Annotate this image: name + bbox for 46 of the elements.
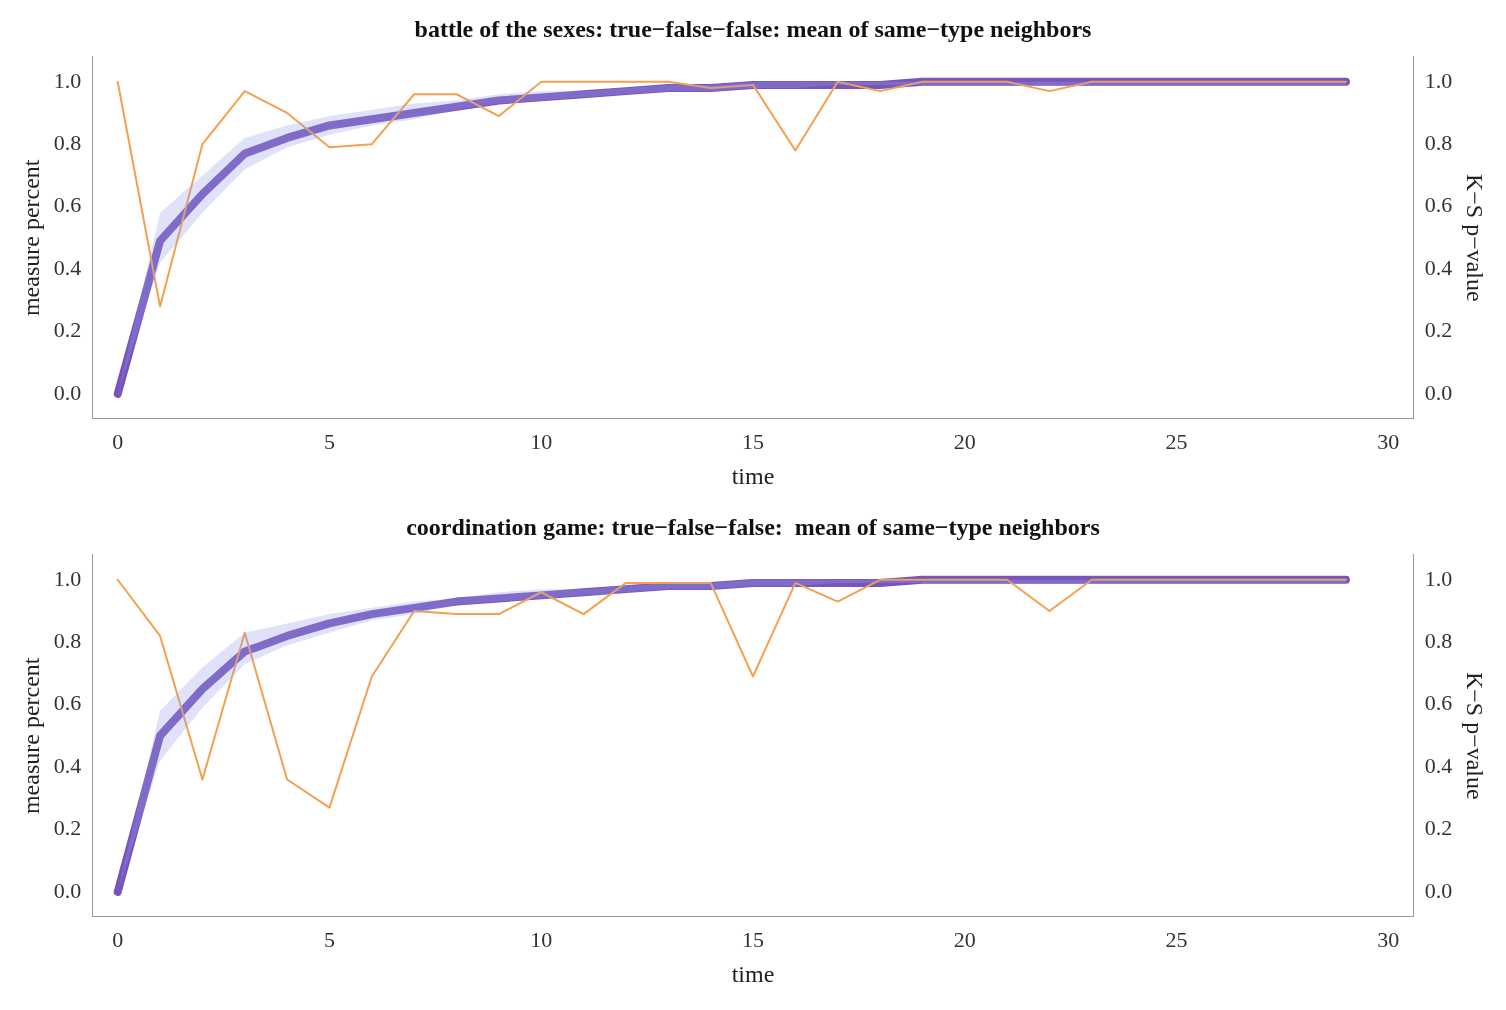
y-axis-title: measure percent [17,657,44,815]
y2-axis-title: K−S p−value [1462,173,1489,302]
y2-tick-label: 0.2 [1424,815,1453,841]
x-tick-label: 20 [953,428,976,454]
x-axis-title: time [731,960,775,987]
x-tick-label: 15 [742,926,764,952]
x-tick-label: 25 [1165,428,1188,454]
x-tick-label: 15 [742,428,764,454]
chart-title: battle of the sexes: true−false−false: mean of same−type neighbors [414,15,1092,42]
y2-tick-label: 0.4 [1424,752,1453,778]
y-tick-label: 0.8 [53,129,82,155]
y-tick-label: 0.6 [53,690,82,716]
x-tick-label: 5 [323,428,335,454]
y2-tick-label: 1.0 [1424,565,1453,591]
y-tick-label: 0.4 [53,752,82,778]
y-tick-label: 1.0 [53,67,82,93]
x-tick-label: 25 [1165,926,1188,952]
x-tick-label: 0 [112,926,124,952]
y-tick-label: 1.0 [53,565,82,591]
y-tick-label: 0.8 [53,627,82,653]
y2-tick-label: 0.6 [1424,192,1453,218]
y2-tick-label: 1.0 [1424,67,1453,93]
x-tick-label: 30 [1377,926,1400,952]
y-tick-label: 0.2 [53,815,82,841]
y2-axis-title: K−S p−value [1462,671,1489,800]
x-tick-label: 5 [323,926,335,952]
y-tick-label: 0.0 [53,379,82,405]
y-tick-label: 0.6 [53,192,82,218]
y-tick-label: 0.0 [53,877,82,903]
y2-tick-label: 0.2 [1424,317,1453,343]
y2-tick-label: 0.0 [1424,379,1453,405]
chart-title: coordination game: true−false−false: mean of same−type neighbors [406,513,1100,540]
x-tick-label: 20 [953,926,976,952]
x-tick-label: 30 [1377,428,1400,454]
y2-tick-label: 0.0 [1424,877,1453,903]
y2-tick-label: 0.8 [1424,129,1453,155]
y2-tick-label: 0.4 [1424,254,1453,280]
x-tick-label: 0 [112,428,124,454]
x-tick-label: 10 [530,428,553,454]
y-tick-label: 0.2 [53,317,82,343]
x-axis-title: time [731,462,775,489]
y2-tick-label: 0.8 [1424,627,1453,653]
x-tick-label: 10 [530,926,553,952]
y2-tick-label: 0.6 [1424,690,1453,716]
y-axis-title: measure percent [17,159,44,317]
y-tick-label: 0.4 [53,254,82,280]
